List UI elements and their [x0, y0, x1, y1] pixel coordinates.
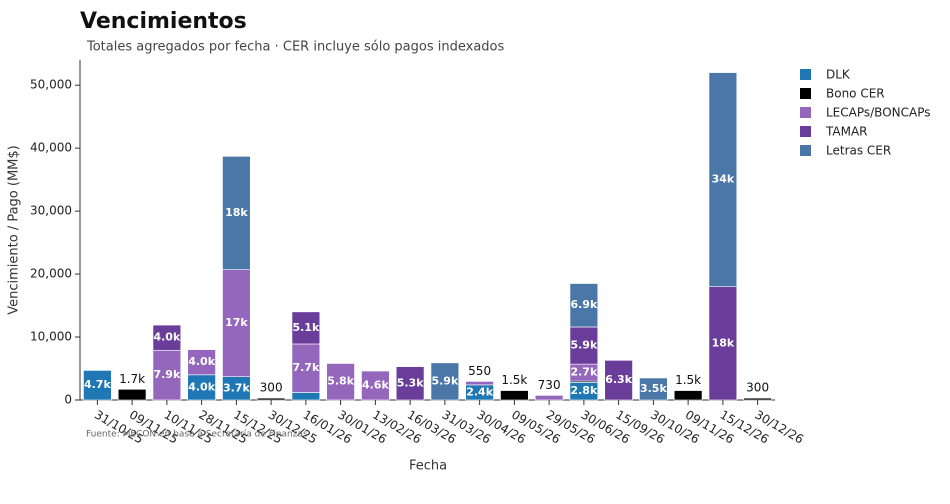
data-label: 4.0k	[188, 380, 215, 393]
data-label: 4.7k	[84, 378, 111, 391]
chart-subtitle: Totales agregados por fecha · CER incluy…	[86, 40, 504, 55]
bar-segment	[708, 72, 738, 287]
bar-segment	[430, 362, 460, 401]
data-label: 4.0k	[153, 331, 180, 344]
bar-segment	[395, 366, 425, 401]
bar-segment	[361, 370, 390, 401]
bar-segment	[117, 388, 147, 401]
y-tick-label: 30,000	[30, 204, 72, 218]
bar-segment	[187, 349, 216, 376]
data-label: 4.6k	[362, 379, 389, 392]
legend-swatch	[800, 145, 811, 156]
y-tick-label: 40,000	[30, 141, 72, 155]
legend-swatch	[800, 126, 811, 137]
data-label: 5.3k	[397, 376, 424, 389]
legend-label: TAMAR	[825, 125, 868, 139]
bar-segment	[465, 381, 494, 386]
legend-label: Letras CER	[826, 144, 891, 158]
legend-label: LECAPs/BONCAPs	[826, 106, 930, 120]
x-axis-label: Fecha	[409, 459, 447, 474]
y-axis-label: Vencimiento / Pago (MM$)	[7, 145, 22, 315]
data-label: 3.7k	[223, 381, 250, 394]
legend-label: Bono CER	[826, 87, 885, 101]
bar-segment	[569, 283, 599, 328]
legend-swatch	[800, 107, 811, 118]
source-note: Fuente: MECON en base a Secretaría de Fi…	[86, 430, 308, 440]
bar-segment	[152, 349, 182, 401]
data-label: 7.7k	[292, 361, 319, 374]
y-tick-label: 10,000	[30, 330, 72, 344]
bar-segment	[673, 390, 703, 401]
chart-title: Vencimientos	[80, 9, 247, 34]
bar-segment	[152, 324, 182, 351]
data-label: 3.5k	[640, 382, 667, 395]
bar-segment	[291, 392, 321, 401]
legend-swatch	[800, 88, 811, 99]
y-tick-label: 0	[64, 393, 72, 407]
data-label: 7.9k	[153, 368, 180, 381]
bar-segment	[569, 326, 599, 365]
bar-segment	[222, 156, 251, 270]
y-tick-label: 50,000	[30, 78, 72, 92]
data-label: 5.9k	[570, 339, 597, 352]
bar-segment	[326, 363, 355, 401]
bar-segment	[83, 370, 112, 401]
data-label: 5.8k	[327, 375, 354, 388]
bar-segment	[291, 311, 321, 345]
data-label: 1.5k	[675, 373, 701, 387]
bar-segment	[256, 397, 286, 401]
data-label: 550	[468, 364, 491, 378]
data-label: 300	[746, 381, 769, 395]
data-label: 34k	[712, 173, 735, 186]
data-label: 2.7k	[570, 366, 597, 379]
legend-swatch	[800, 69, 811, 80]
bar-segment	[500, 390, 529, 401]
data-label: 1.7k	[119, 372, 145, 386]
data-label: 2.8k	[570, 384, 597, 397]
data-label: 300	[260, 381, 283, 395]
data-label: 1.5k	[501, 373, 527, 387]
bar-segment	[743, 397, 772, 401]
data-label: 17k	[225, 316, 248, 329]
data-label: 5.9k	[431, 374, 458, 387]
bar-segment	[534, 395, 564, 401]
data-label: 18k	[225, 206, 248, 219]
data-label: 6.9k	[570, 298, 597, 311]
bar-segment	[222, 269, 251, 378]
legend-label: DLK	[826, 68, 851, 82]
data-label: 730	[538, 378, 561, 392]
bar-segment	[291, 343, 321, 393]
bar-segment	[708, 286, 738, 401]
data-label: 18k	[712, 336, 735, 349]
data-label: 5.1k	[292, 321, 319, 334]
bar-segment	[604, 360, 633, 401]
data-label: 2.4k	[466, 385, 493, 398]
data-label: 6.3k	[605, 373, 632, 386]
data-label: 4.0k	[188, 355, 215, 368]
y-tick-label: 20,000	[30, 267, 72, 281]
